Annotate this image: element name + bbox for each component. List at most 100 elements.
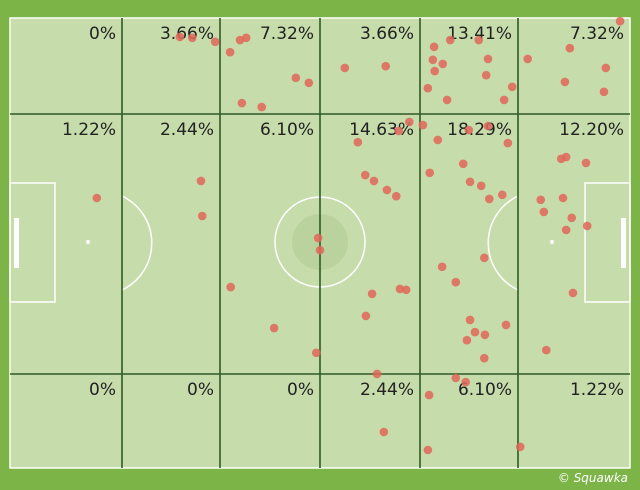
action-dot <box>269 323 279 333</box>
action-dot <box>542 345 551 355</box>
action-dot <box>196 176 206 186</box>
action-dot <box>523 54 532 64</box>
zone-label: 7.32% <box>260 24 314 44</box>
action-dot <box>501 320 511 330</box>
action-dot <box>582 221 592 231</box>
action-dot <box>391 191 401 201</box>
action-dot <box>340 63 350 73</box>
action-dot <box>470 327 480 337</box>
action-dot <box>568 288 578 298</box>
action-dot <box>442 95 452 105</box>
action-dot <box>311 348 321 358</box>
action-dot <box>425 168 435 178</box>
zone-label: 3.66% <box>360 24 414 44</box>
action-dot <box>484 194 494 204</box>
action-dot <box>428 55 438 65</box>
action-dot <box>581 158 591 168</box>
action-dot <box>433 135 443 145</box>
action-dot <box>567 213 577 223</box>
action-dot <box>304 78 314 88</box>
action-dot <box>437 262 447 272</box>
zone-label: 0% <box>187 380 214 400</box>
action-dot <box>499 95 509 105</box>
action-dot <box>225 47 235 57</box>
action-dot <box>361 311 371 321</box>
action-dot <box>483 121 493 131</box>
action-dot <box>515 442 525 452</box>
action-dot <box>237 98 247 108</box>
zone-label: 6.10% <box>458 380 512 400</box>
action-dot <box>480 330 490 340</box>
action-dot <box>424 390 434 400</box>
action-dot <box>369 176 379 186</box>
action-dot <box>210 37 220 47</box>
action-dot <box>257 102 267 112</box>
action-dot <box>561 225 571 235</box>
zone-label: 0% <box>287 380 314 400</box>
zone-label: 2.44% <box>360 380 414 400</box>
action-dot <box>313 233 323 243</box>
action-dot <box>381 61 391 71</box>
action-dot <box>462 335 472 345</box>
action-dot <box>465 177 475 187</box>
action-dot <box>497 190 507 200</box>
zone-label: 1.22% <box>62 120 116 140</box>
action-dot <box>558 193 568 203</box>
action-dot <box>429 42 439 52</box>
credit: © Squawka <box>558 471 628 485</box>
action-dot <box>379 427 389 437</box>
zone-label: 0% <box>89 380 116 400</box>
action-dot <box>476 181 486 191</box>
action-dot <box>175 32 185 42</box>
action-dot <box>197 211 207 221</box>
action-dot <box>539 207 549 217</box>
action-dot <box>367 289 377 299</box>
action-dot <box>423 445 433 455</box>
action-dot <box>226 282 236 292</box>
zone-label: 18.29% <box>447 120 512 140</box>
zone-label: 7.32% <box>570 24 624 44</box>
action-dot <box>291 73 301 83</box>
action-dot <box>615 16 625 26</box>
action-dot <box>465 315 475 325</box>
action-dot <box>401 285 411 295</box>
zone-label: 2.44% <box>160 120 214 140</box>
action-dot <box>536 195 546 205</box>
action-dot <box>483 54 493 64</box>
action-dot <box>394 126 404 136</box>
action-dot <box>474 35 484 45</box>
zone-label: 14.63% <box>349 120 414 140</box>
action-dot <box>438 59 448 69</box>
action-dot <box>430 66 440 76</box>
zone-label: 1.22% <box>570 380 624 400</box>
action-dot <box>480 253 489 263</box>
action-dot <box>507 82 517 92</box>
zone-label: 13.41% <box>447 24 512 44</box>
action-dot <box>601 63 611 73</box>
action-dot <box>480 353 489 363</box>
action-dot <box>423 83 433 93</box>
action-dot <box>92 193 102 203</box>
action-dot <box>353 137 363 147</box>
zone-label: 6.10% <box>260 120 314 140</box>
action-dot <box>560 77 570 87</box>
zone-label: 3.66% <box>160 24 214 44</box>
action-dot <box>315 245 325 255</box>
action-dot <box>503 138 513 148</box>
action-dot <box>565 43 575 53</box>
action-dot <box>187 33 197 43</box>
action-dot <box>451 277 461 287</box>
action-dot <box>418 120 428 130</box>
action-dot <box>241 33 251 43</box>
action-dot <box>451 373 461 383</box>
zone-label: 0% <box>89 24 116 44</box>
action-dot <box>561 152 571 162</box>
zone-grid <box>10 18 630 468</box>
action-dot <box>372 369 382 379</box>
action-dot <box>458 159 468 169</box>
action-dot <box>599 87 609 97</box>
action-dot <box>382 185 392 195</box>
action-dot <box>360 170 370 180</box>
action-dot <box>481 70 491 80</box>
